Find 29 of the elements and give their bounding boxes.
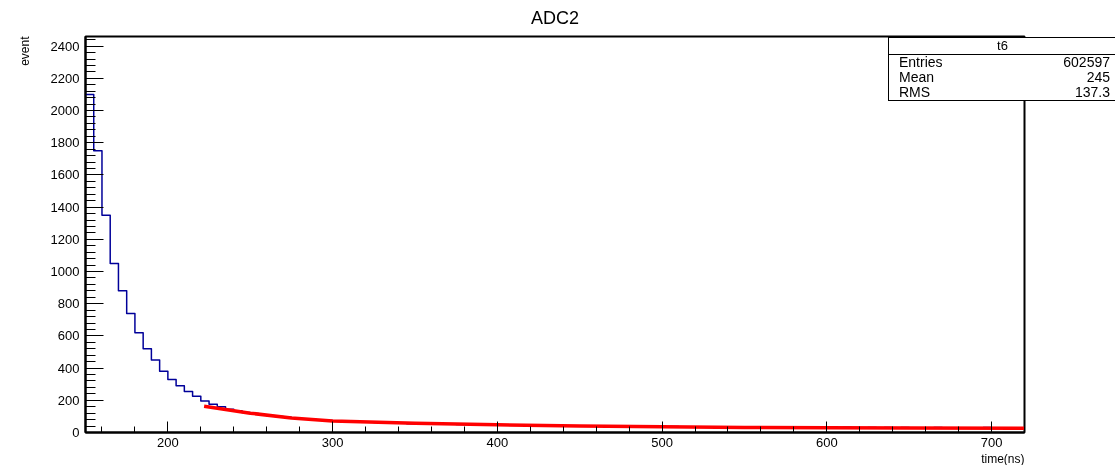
annotation: Entries xyxy=(898,54,944,70)
annotation: Mean xyxy=(898,69,936,85)
y-tick-label: 1200 xyxy=(50,231,80,247)
y-tick-label: 2000 xyxy=(50,103,80,119)
y-tick-label: 600 xyxy=(57,328,80,344)
y-axis-title: event xyxy=(18,35,32,66)
y-tick-label: 400 xyxy=(57,360,80,376)
x-tick-label: 400 xyxy=(486,434,509,450)
x-axis-title: time(ns) xyxy=(981,451,1025,465)
x-tick-label: 600 xyxy=(815,434,838,450)
y-tick-label: 2400 xyxy=(50,38,80,54)
y-tick-label: 2200 xyxy=(50,70,80,86)
x-tick-label: 300 xyxy=(321,434,344,450)
chart-title: ADC2 xyxy=(530,7,580,28)
y-tick-label: 1800 xyxy=(50,135,80,151)
y-tick-label: 1600 xyxy=(50,167,80,183)
annotation: t6 xyxy=(888,37,1115,55)
x-tick-label: 200 xyxy=(157,434,179,450)
text: 137.3 xyxy=(1073,84,1111,101)
y-tick-label: 800 xyxy=(57,296,80,312)
x-tick-label: 500 xyxy=(651,434,673,450)
text: 602597 xyxy=(1062,54,1111,70)
y-tick-label: 200 xyxy=(57,392,80,408)
y-tick-label: 0 xyxy=(72,425,80,440)
text: 245 xyxy=(1085,69,1111,85)
y-tick-label: 1400 xyxy=(50,199,80,215)
annotation: RMS xyxy=(898,84,932,101)
y-tick-label: 1000 xyxy=(50,264,80,280)
x-tick-label: 700 xyxy=(980,434,1003,450)
